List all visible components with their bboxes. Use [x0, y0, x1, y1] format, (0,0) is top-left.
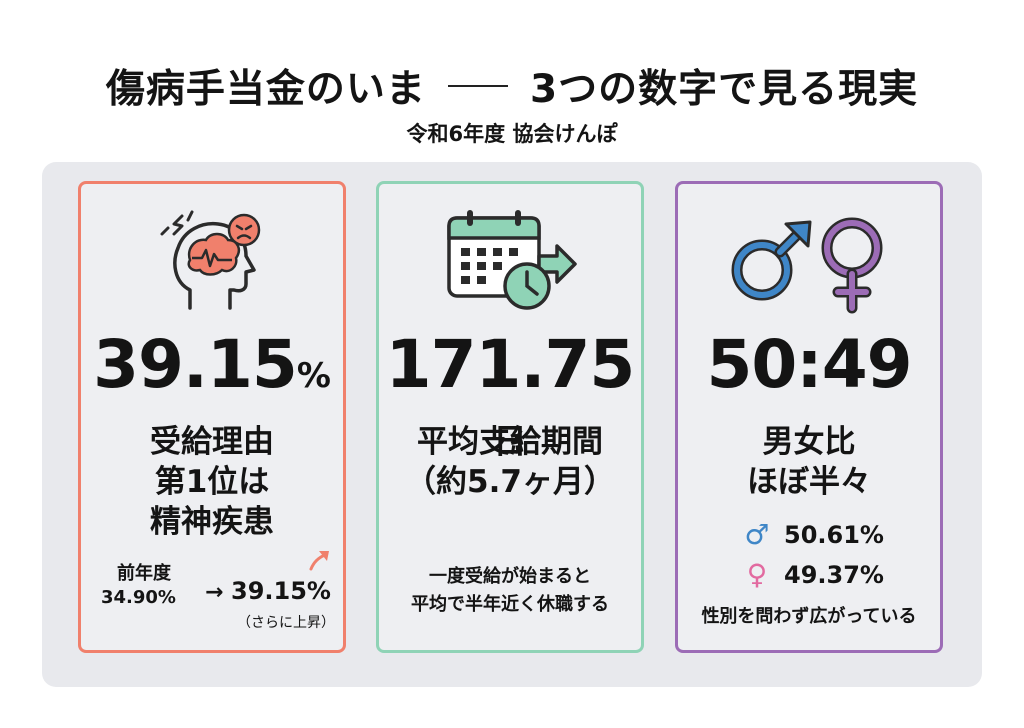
stat-label-line-1: 男女比: [762, 424, 856, 460]
current-year-value: 39.15%: [231, 577, 331, 605]
stat-label-line-2: 第1位は: [154, 464, 270, 500]
title-right: 3つの数字で見る現実: [529, 67, 919, 112]
stat-value: 39.15%: [93, 326, 331, 403]
male-ratio-value: 50.61%: [784, 520, 884, 549]
stat-label-line-3: 精神疾患: [150, 504, 274, 540]
previous-year-label: 前年度: [117, 563, 171, 584]
female-ratio: ♀ 49.37%: [744, 558, 884, 591]
stat-card-mental-illness: 39.15% 受給理由 第1位は 精神疾患 前年度 34.90% → 39.15…: [78, 181, 346, 653]
female-icon: ♀: [746, 558, 768, 591]
page-title: 傷病手当金のいま 3つの数字で見る現実: [0, 58, 1024, 114]
arrow-right-icon: →: [205, 580, 224, 605]
stat-label-line-2: ほぼ半々: [747, 464, 871, 500]
previous-year-value: 34.90%: [101, 587, 176, 608]
stat-card-gender-ratio: 50:49 男女比 ほぼ半々 ♂ 50.61% ♀ 49.37% 性別を問わず広…: [675, 181, 943, 653]
male-icon: ♂: [744, 518, 770, 551]
female-ratio-value: 49.37%: [784, 560, 884, 589]
stat-card-average-period: 171.75日 平均支給期間 （約5.7ヶ月） 一度受給が始まると 平均で半年近…: [376, 181, 644, 653]
gender-symbols-icon: [678, 204, 940, 316]
stat-value: 171.75日: [385, 326, 636, 462]
trend-up-icon: [307, 547, 333, 577]
subtitle: 令和6年度 協会けんぽ: [406, 122, 618, 146]
stat-note-line-1: 一度受給が始まると: [429, 566, 591, 587]
previous-year: 前年度 34.90%: [101, 562, 176, 610]
stat-label-line-1: 受給理由: [150, 424, 274, 460]
title-left: 傷病手当金のいま: [105, 67, 426, 112]
trend-note: （さらに上昇）: [237, 615, 335, 631]
title-dash: [447, 85, 508, 87]
male-ratio: ♂ 50.61%: [744, 518, 884, 551]
stat-value: 50:49: [706, 326, 912, 403]
stat-label-line-1: 平均支給期間: [417, 424, 603, 460]
stat-note: 性別を問わず広がっている: [701, 606, 917, 627]
stat-note-line-2: 平均で半年近く休職する: [411, 594, 609, 615]
calendar-clock-icon: [379, 204, 641, 316]
head-stress-icon: [81, 204, 343, 316]
stat-label-line-2: （約5.7ヶ月）: [405, 464, 615, 500]
